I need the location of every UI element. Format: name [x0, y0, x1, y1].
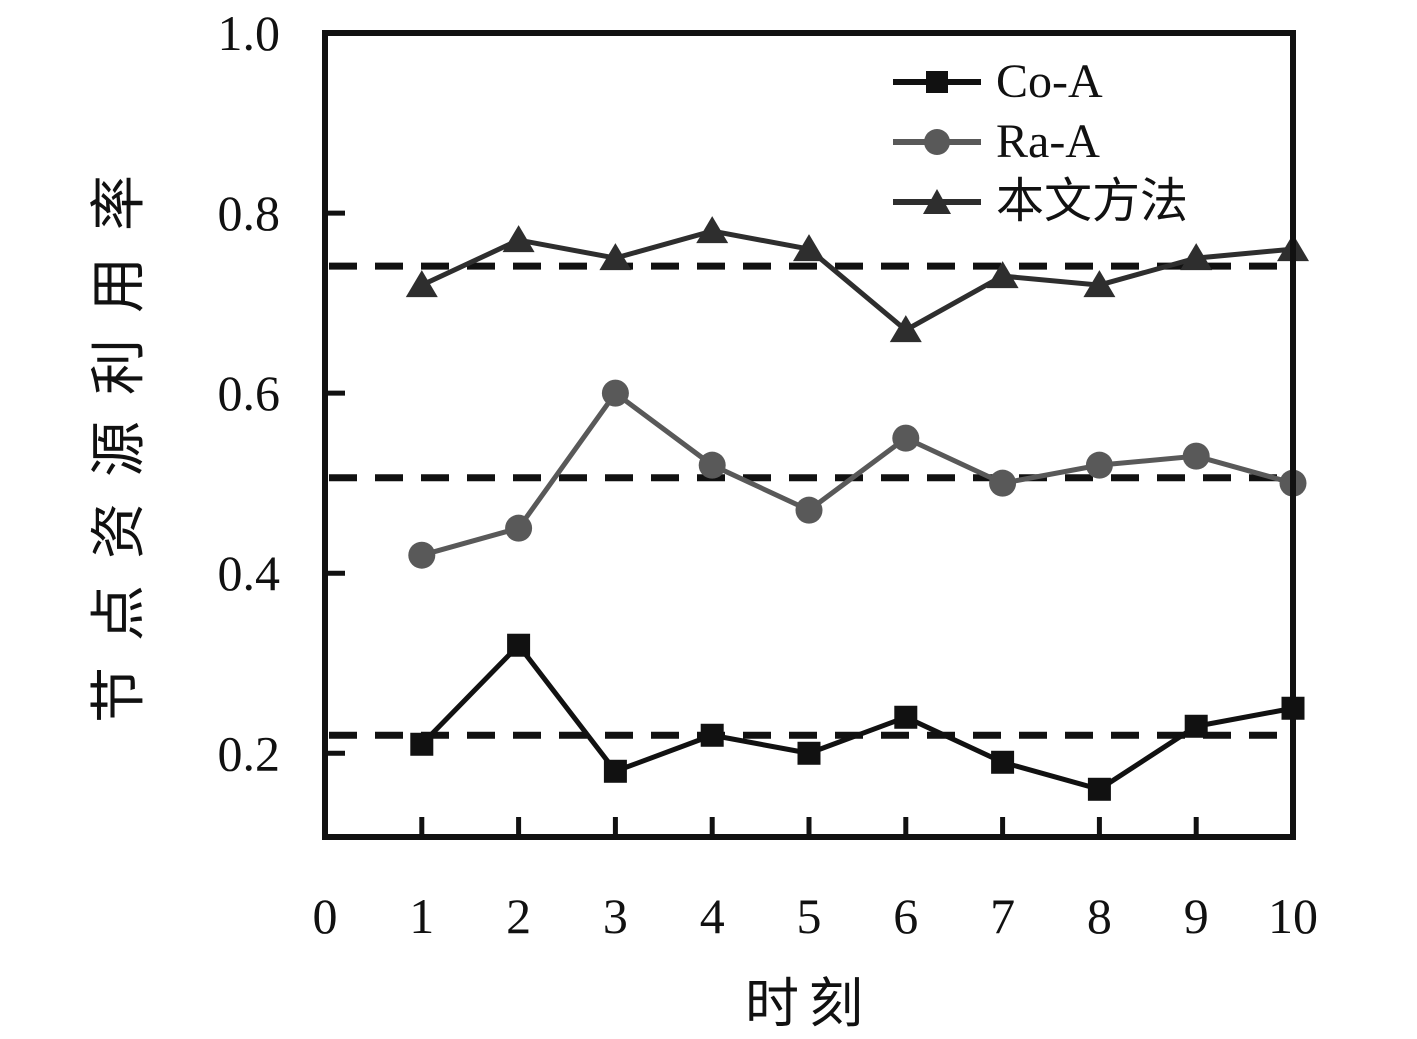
y-tick-label: 1.0 [218, 5, 281, 61]
x-tick-label: 4 [700, 888, 725, 944]
co-a-marker [894, 705, 918, 729]
proposed-method-marker [405, 270, 438, 298]
proposed-method-marker [696, 216, 729, 244]
x-tick-label: 10 [1268, 888, 1318, 944]
legend-item-co-a: Co-A [893, 52, 1188, 112]
x-tick-label: 1 [409, 888, 434, 944]
proposed-method-marker [1180, 243, 1213, 271]
y-tick-label: 0.4 [218, 545, 281, 601]
x-tick-label: 7 [990, 888, 1015, 944]
legend: Co-A Ra-A 本文方法 [893, 52, 1188, 232]
x-tick-label: 3 [603, 888, 628, 944]
proposed-method-marker [1083, 270, 1116, 298]
y-tick-label: 0.2 [218, 725, 281, 781]
co-a-marker [410, 732, 434, 756]
x-tick-label: 8 [1087, 888, 1112, 944]
x-tick-label: 9 [1184, 888, 1209, 944]
co-a-marker [700, 723, 724, 747]
x-tick-label: 2 [506, 888, 531, 944]
co-a-marker [1184, 714, 1208, 738]
proposed-method-line [420, 228, 1294, 334]
x-tick-label: 0 [313, 888, 338, 944]
ra-a-marker [892, 424, 920, 452]
proposed-method-marker [502, 225, 535, 253]
x-tick-label: 6 [893, 888, 918, 944]
ra-a-marker [505, 514, 533, 542]
ra-a-marker [1182, 442, 1210, 470]
ra-a-marker [795, 496, 823, 524]
x-tick-label: 5 [797, 888, 822, 944]
ra-a-marker [601, 379, 629, 407]
legend-item-ra-a: Ra-A [893, 112, 1188, 172]
proposed-method-marker [889, 315, 922, 343]
ra-a-line [421, 389, 1294, 558]
legend-label-ra-a: Ra-A [996, 115, 1100, 168]
co-a-line [420, 641, 1294, 792]
x-axis-title: 时刻 [745, 974, 873, 1034]
proposed-method-legend-marker-icon [893, 189, 981, 214]
ra-a-legend-marker-icon [893, 129, 981, 155]
co-a-legend-marker-icon [893, 71, 981, 93]
y-axis-title: 节点资源利用率 [89, 149, 151, 723]
co-a-marker [991, 750, 1015, 774]
co-a-marker [507, 633, 531, 657]
legend-label-proposed-method: 本文方法 [996, 175, 1189, 228]
co-a-marker [797, 741, 821, 765]
proposed-method-marker [986, 261, 1019, 289]
ra-a-marker [408, 541, 436, 569]
legend-item-proposed-method: 本文方法 [893, 172, 1188, 232]
legend-label-co-a: Co-A [996, 55, 1103, 108]
y-tick-label: 0.8 [218, 185, 281, 241]
ra-a-marker [698, 451, 726, 479]
ra-a-marker [989, 469, 1017, 497]
proposed-method-marker [793, 234, 825, 262]
co-a-marker [603, 759, 627, 783]
y-tick-label: 0.6 [218, 365, 281, 421]
proposed-method-marker [599, 243, 632, 271]
co-a-marker [1087, 777, 1111, 801]
ra-a-marker [1085, 451, 1113, 479]
